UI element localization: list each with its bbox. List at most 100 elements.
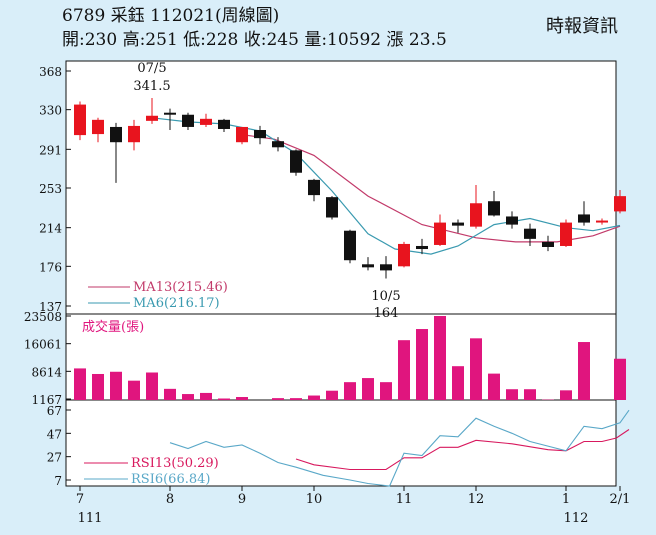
volume-panel: 23508 16061 8614 1167 成交量(張) xyxy=(24,310,626,407)
high-value-label: 341.5 xyxy=(133,79,170,94)
volume-bar xyxy=(524,389,536,400)
candle-body xyxy=(596,220,608,223)
x-year-label: 112 xyxy=(564,511,589,526)
candle-body xyxy=(470,203,482,227)
volume-bar xyxy=(578,342,590,400)
low-date-label: 10/5 xyxy=(371,289,400,304)
rsi-legend-label: RSI13(50.29) xyxy=(131,456,219,471)
volume-bar xyxy=(434,316,446,400)
ma-legend-label: MA6(216.17) xyxy=(133,296,220,311)
x-year-label: 111 xyxy=(78,511,103,526)
candle-body xyxy=(452,222,464,226)
chart-frame xyxy=(65,60,617,487)
candle-body xyxy=(128,125,140,143)
x-axis: 7 8 9 10 11 12 1 2/1 111 112 xyxy=(76,486,631,526)
volume-bar xyxy=(164,388,176,400)
volume-bar xyxy=(506,389,518,400)
price-summary: 開:230 高:251 低:228 收:245 量:10592 漲 23.5 xyxy=(62,30,447,50)
stock-title: 6789 采鈺 112021(周線圖) xyxy=(62,6,280,26)
price-tick-label: 176 xyxy=(39,260,62,274)
candle-body xyxy=(326,197,338,218)
volume-bar xyxy=(92,373,104,400)
volume-bar xyxy=(488,373,500,400)
volume-tick-label: 16061 xyxy=(24,338,62,352)
x-tick-label: 9 xyxy=(238,492,246,507)
x-tick-label: 8 xyxy=(166,492,174,507)
low-value-label: 164 xyxy=(374,306,399,321)
volume-tick-label: 23508 xyxy=(24,310,62,324)
volume-bar xyxy=(344,382,356,400)
volume-bar xyxy=(128,380,140,400)
volume-bar xyxy=(614,358,626,400)
candle-body xyxy=(614,196,626,212)
rsi-tick-label: 27 xyxy=(47,451,62,465)
high-date-label: 07/5 xyxy=(137,61,166,76)
x-tick-label: 7 xyxy=(76,492,84,507)
candle-body xyxy=(578,214,590,223)
price-tick-label: 330 xyxy=(39,104,62,118)
x-tick-label: 10 xyxy=(306,492,323,507)
x-tick-label: 11 xyxy=(396,492,413,507)
volume-bar xyxy=(110,371,122,400)
rsi-panel: 67 47 27 7 RSI13(50.29)RSI6(66.84) xyxy=(47,404,630,488)
rsi-line xyxy=(295,429,630,471)
price-tick-label: 253 xyxy=(39,182,62,196)
volume-tick-label: 1167 xyxy=(31,393,62,407)
rsi-tick-label: 7 xyxy=(54,474,62,488)
volume-tick-label: 8614 xyxy=(31,365,62,379)
candle-body xyxy=(560,222,572,246)
volume-bar xyxy=(362,378,374,400)
volume-bar xyxy=(308,395,320,400)
candle-body xyxy=(254,130,266,139)
rsi-line xyxy=(169,409,630,487)
volume-title: 成交量(張) xyxy=(82,319,144,335)
rsi-legend-label: RSI6(66.84) xyxy=(131,472,210,487)
candle-body xyxy=(488,201,500,216)
candle-body xyxy=(362,264,374,268)
candle-body xyxy=(182,114,194,127)
volume-bar xyxy=(146,372,158,400)
price-panel: 368 330 291 253 214 176 137 07/5 341.5 10/5 164 MA1… xyxy=(39,61,626,321)
price-tick-label: 291 xyxy=(39,143,62,157)
x-tick-label: 12 xyxy=(468,492,485,507)
volume-bar xyxy=(398,340,410,400)
candle-body xyxy=(506,216,518,225)
candle-body xyxy=(272,141,284,148)
candle-body xyxy=(218,119,230,129)
x-tick-label: 2/1 xyxy=(610,492,631,507)
ma6-line xyxy=(151,117,621,255)
price-tick-label: 368 xyxy=(39,65,62,79)
candle-body xyxy=(236,126,248,143)
rsi-tick-label: 47 xyxy=(47,427,62,441)
volume-bar xyxy=(452,366,464,400)
candle-body xyxy=(74,104,86,136)
candle-body xyxy=(308,179,320,196)
rsi-tick-label: 67 xyxy=(47,404,62,418)
volume-bar xyxy=(380,382,392,400)
candle-body xyxy=(434,222,446,245)
volume-bar xyxy=(416,329,428,400)
volume-bar xyxy=(74,368,86,400)
candle-body xyxy=(344,230,356,261)
x-tick-label: 1 xyxy=(562,492,570,507)
candle-body xyxy=(110,126,122,143)
candle-body xyxy=(542,241,554,247)
candle-body xyxy=(380,264,392,271)
volume-bar xyxy=(218,398,230,400)
volume-bar xyxy=(470,338,482,400)
volume-bar xyxy=(236,397,248,400)
volume-bar xyxy=(272,398,284,400)
candle-body xyxy=(416,245,428,250)
candle-body xyxy=(524,228,536,239)
ma13-line xyxy=(245,134,621,243)
volume-bar xyxy=(290,398,302,400)
price-tick-label: 214 xyxy=(39,222,62,236)
price-tick-label: 137 xyxy=(39,300,62,314)
candle-body xyxy=(290,150,302,173)
volume-bar xyxy=(182,394,194,400)
volume-bar xyxy=(200,392,212,400)
candle-body xyxy=(146,115,158,121)
candle-body xyxy=(164,112,176,115)
source-label: 時報資訊 xyxy=(546,16,618,37)
